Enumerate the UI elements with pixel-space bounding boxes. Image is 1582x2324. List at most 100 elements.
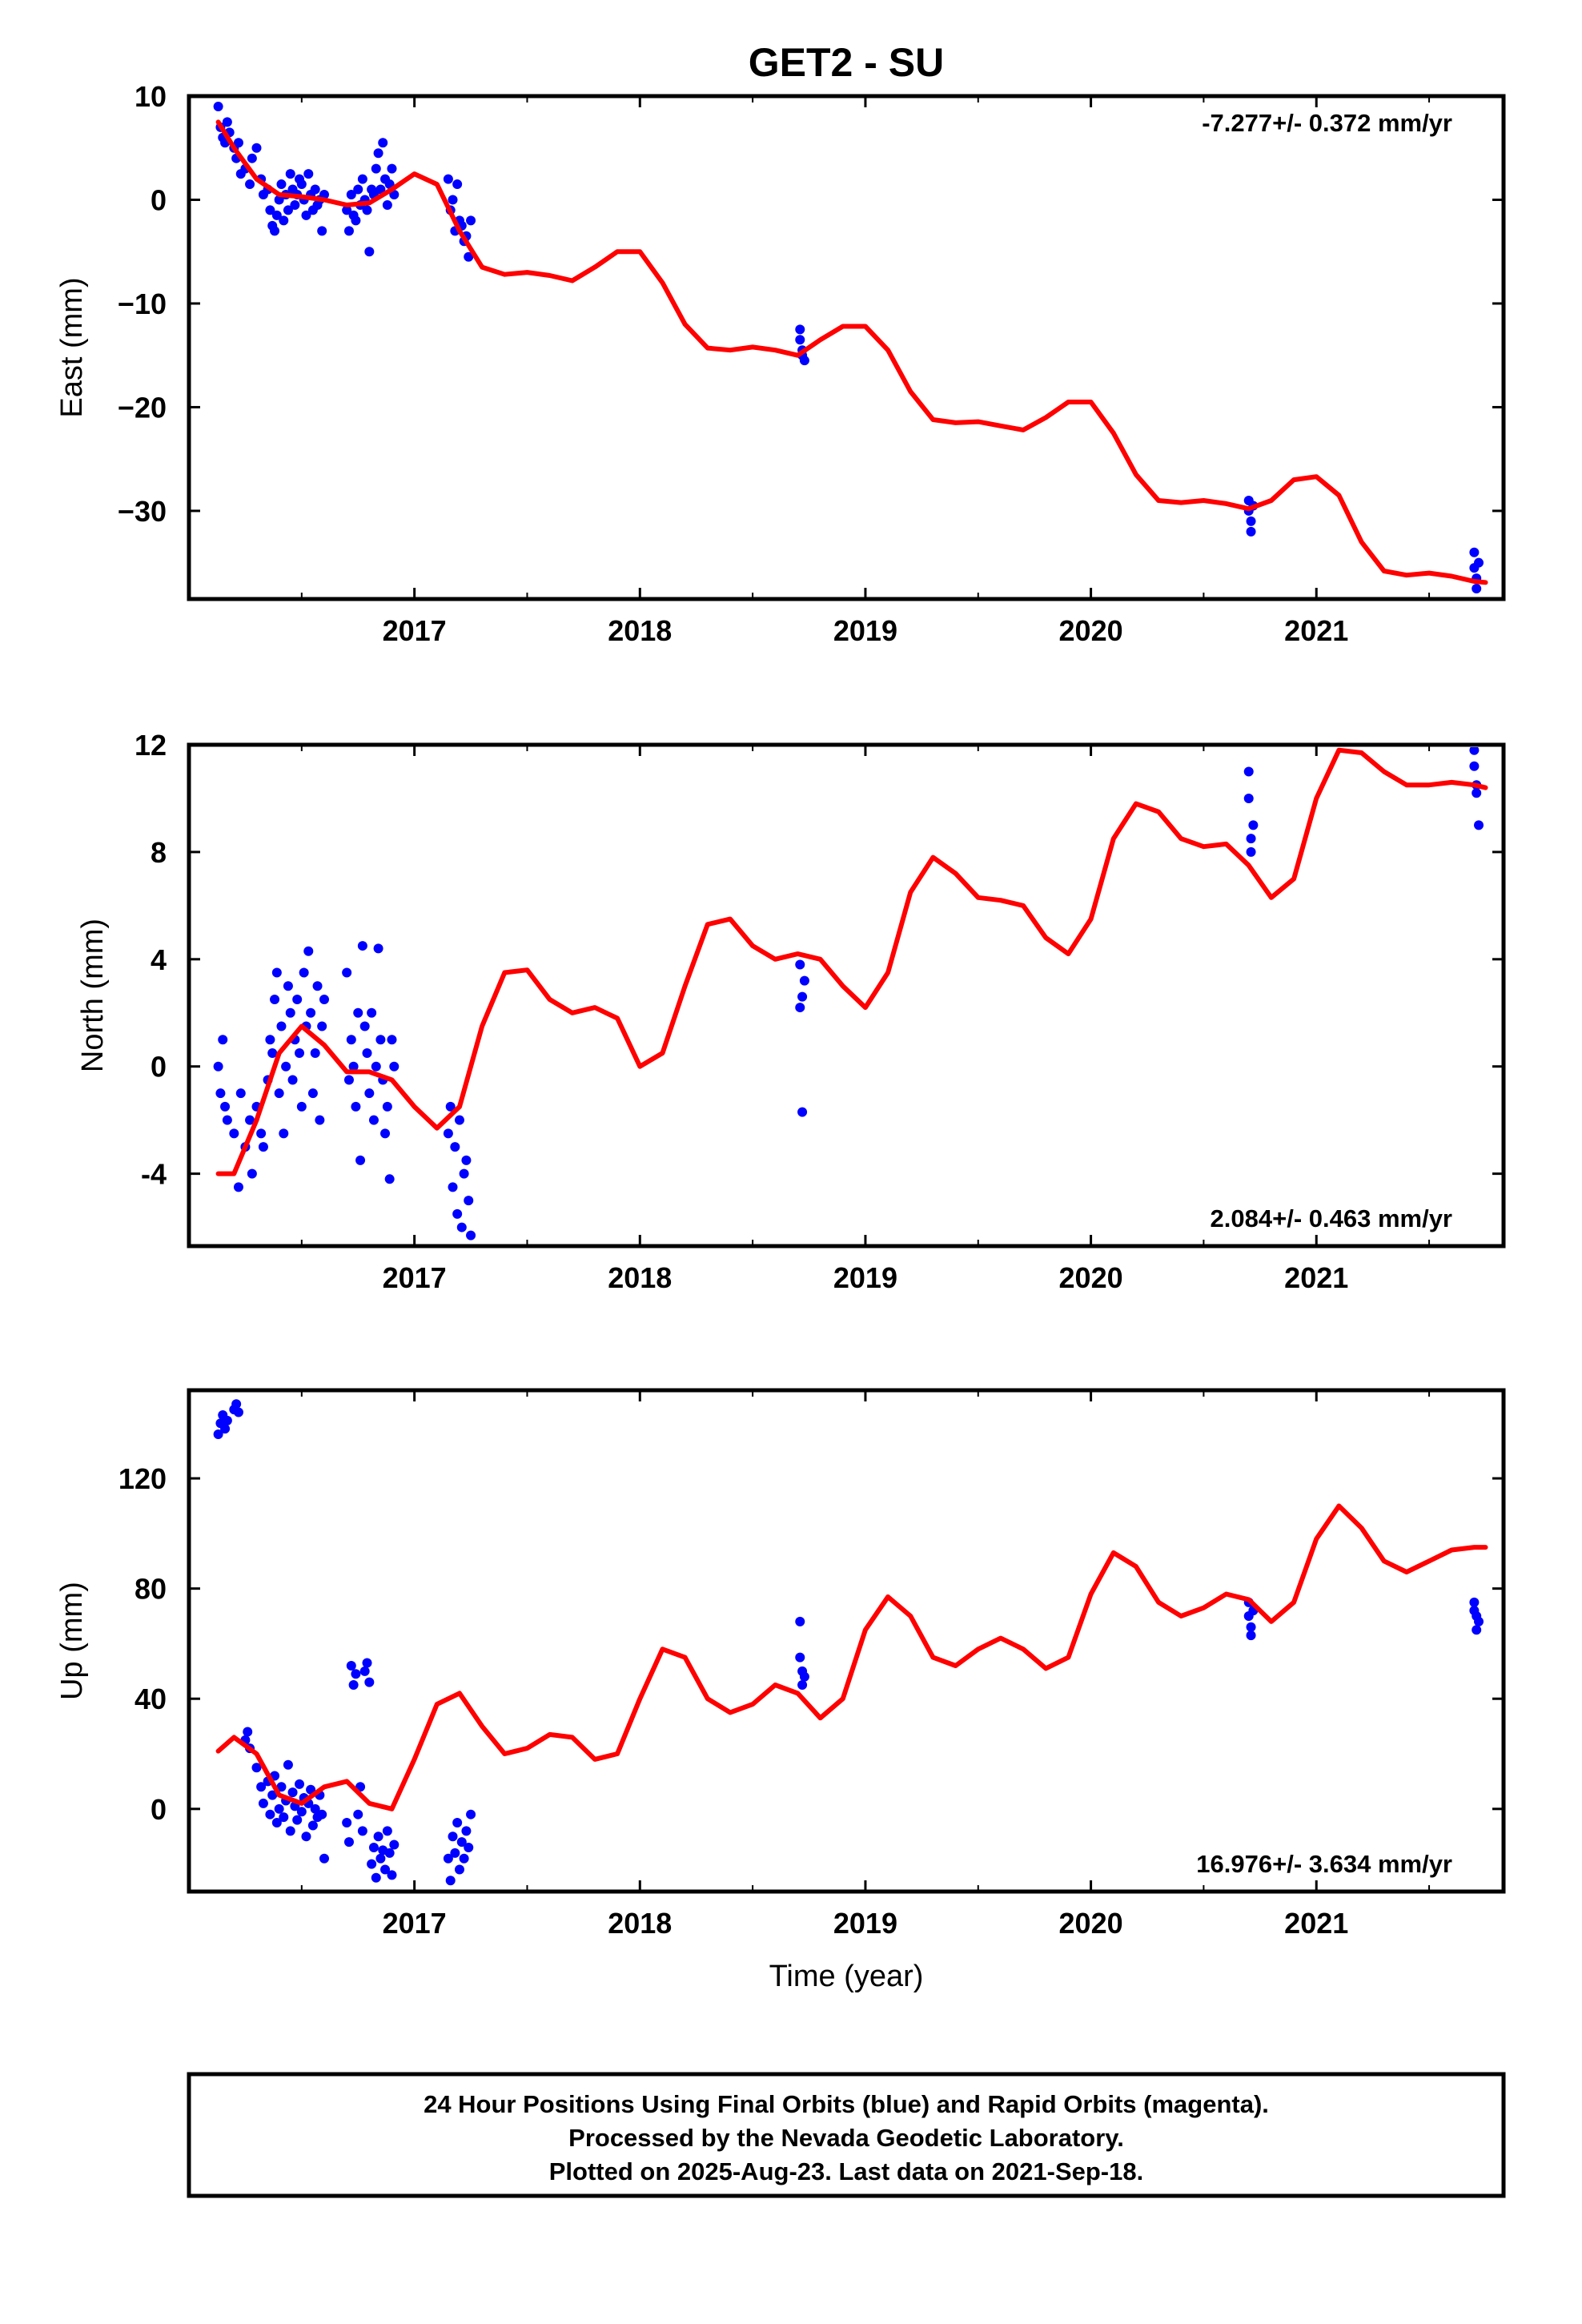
data-point: [355, 1155, 366, 1165]
data-point: [1246, 516, 1256, 526]
data-point: [795, 324, 805, 335]
y-tick-label: −20: [118, 391, 167, 424]
data-point: [368, 1115, 379, 1125]
data-point: [274, 1088, 284, 1099]
data-point: [461, 1155, 472, 1165]
data-point: [346, 1660, 356, 1671]
data-point: [799, 1671, 809, 1682]
x-tick-label: 2018: [608, 1907, 672, 1940]
y-tick-label: 4: [151, 943, 167, 976]
x-tick-label: 2017: [383, 1907, 447, 1940]
data-point: [245, 1115, 255, 1125]
x-axis-label: Time (year): [769, 1960, 924, 1993]
data-point: [265, 1809, 275, 1819]
data-point: [310, 1803, 320, 1814]
data-point: [357, 1826, 367, 1836]
x-tick-label: 2021: [1284, 1907, 1348, 1940]
data-point: [452, 179, 463, 190]
data-point: [295, 1779, 305, 1789]
data-point: [1246, 1622, 1256, 1632]
data-point: [1246, 526, 1256, 537]
east-panel: 2017 2018 2019 2020 2021 10 0 −10 −20 −30 East (mm…: [55, 80, 1506, 647]
data-point: [795, 335, 805, 345]
data-point: [319, 190, 329, 200]
x-tick-label: 2019: [833, 1907, 897, 1940]
data-point: [276, 1021, 287, 1031]
data-point: [247, 1168, 257, 1179]
data-point: [373, 148, 383, 159]
data-point: [448, 1831, 458, 1842]
data-point: [317, 226, 327, 236]
y-tick-label: 120: [118, 1462, 167, 1495]
data-point: [287, 1075, 298, 1085]
data-point: [271, 967, 282, 978]
x-tick-label: 2017: [383, 614, 447, 647]
data-point: [353, 184, 363, 195]
data-point: [454, 1115, 464, 1125]
data-point: [445, 1876, 456, 1886]
data-point: [380, 1128, 391, 1139]
data-point: [218, 1035, 228, 1045]
data-point: [1472, 1625, 1482, 1635]
data-point: [233, 138, 243, 148]
y-tick-label: 80: [135, 1573, 167, 1606]
data-point: [375, 1035, 386, 1045]
data-point: [367, 1859, 377, 1869]
x-tick-label: 2018: [608, 1261, 672, 1294]
data-point: [270, 995, 280, 1005]
data-point: [384, 1848, 395, 1858]
data-point: [384, 1174, 395, 1184]
data-point: [271, 1818, 282, 1828]
data-point: [285, 1826, 295, 1836]
data-point: [271, 210, 282, 220]
data-point: [371, 1061, 381, 1072]
data-point: [454, 1864, 464, 1875]
data-point: [274, 195, 284, 205]
data-point: [317, 1809, 327, 1819]
data-point: [235, 1088, 246, 1099]
data-point: [1469, 747, 1480, 755]
x-tick-label: 2021: [1284, 1261, 1348, 1294]
data-point: [387, 1035, 397, 1045]
y-tick-label: −10: [118, 287, 167, 320]
footer-line-1: 24 Hour Positions Using Final Orbits (bl…: [424, 2090, 1269, 2118]
y-tick-label: 0: [151, 183, 167, 216]
data-point: [387, 1870, 397, 1880]
data-point: [215, 1088, 226, 1099]
data-point: [353, 1809, 363, 1819]
data-point: [319, 995, 329, 1005]
data-point: [317, 1021, 327, 1031]
data-point: [1474, 820, 1484, 830]
y-tick-label: 0: [151, 1793, 167, 1826]
data-point: [342, 1818, 352, 1828]
data-point: [1472, 584, 1482, 594]
data-point: [357, 941, 367, 951]
data-point: [448, 195, 458, 205]
data-point: [319, 1853, 329, 1864]
data-point: [362, 1047, 372, 1058]
y-tick-label: 12: [135, 729, 167, 762]
data-point: [795, 1652, 805, 1663]
data-point: [378, 138, 388, 148]
y-axis-label: Up (mm): [55, 1582, 89, 1700]
data-point: [299, 967, 309, 978]
y-axis-label: North (mm): [76, 919, 110, 1072]
data-point: [459, 1853, 469, 1864]
data-point: [270, 226, 280, 236]
model-curve: [215, 747, 1488, 1176]
data-point: [312, 981, 323, 991]
data-point: [258, 1798, 268, 1808]
data-point: [303, 946, 314, 956]
data-point: [306, 1784, 316, 1795]
data-point: [359, 1666, 370, 1676]
data-point: [1472, 788, 1482, 798]
data-point: [466, 1230, 476, 1240]
data-point: [359, 1021, 370, 1031]
data-point: [461, 1826, 472, 1836]
data-point: [1474, 557, 1484, 568]
data-point: [220, 1101, 231, 1112]
data-point: [799, 975, 809, 986]
data-point: [1246, 834, 1256, 844]
data-point: [348, 1061, 359, 1072]
data-point: [222, 1115, 232, 1125]
